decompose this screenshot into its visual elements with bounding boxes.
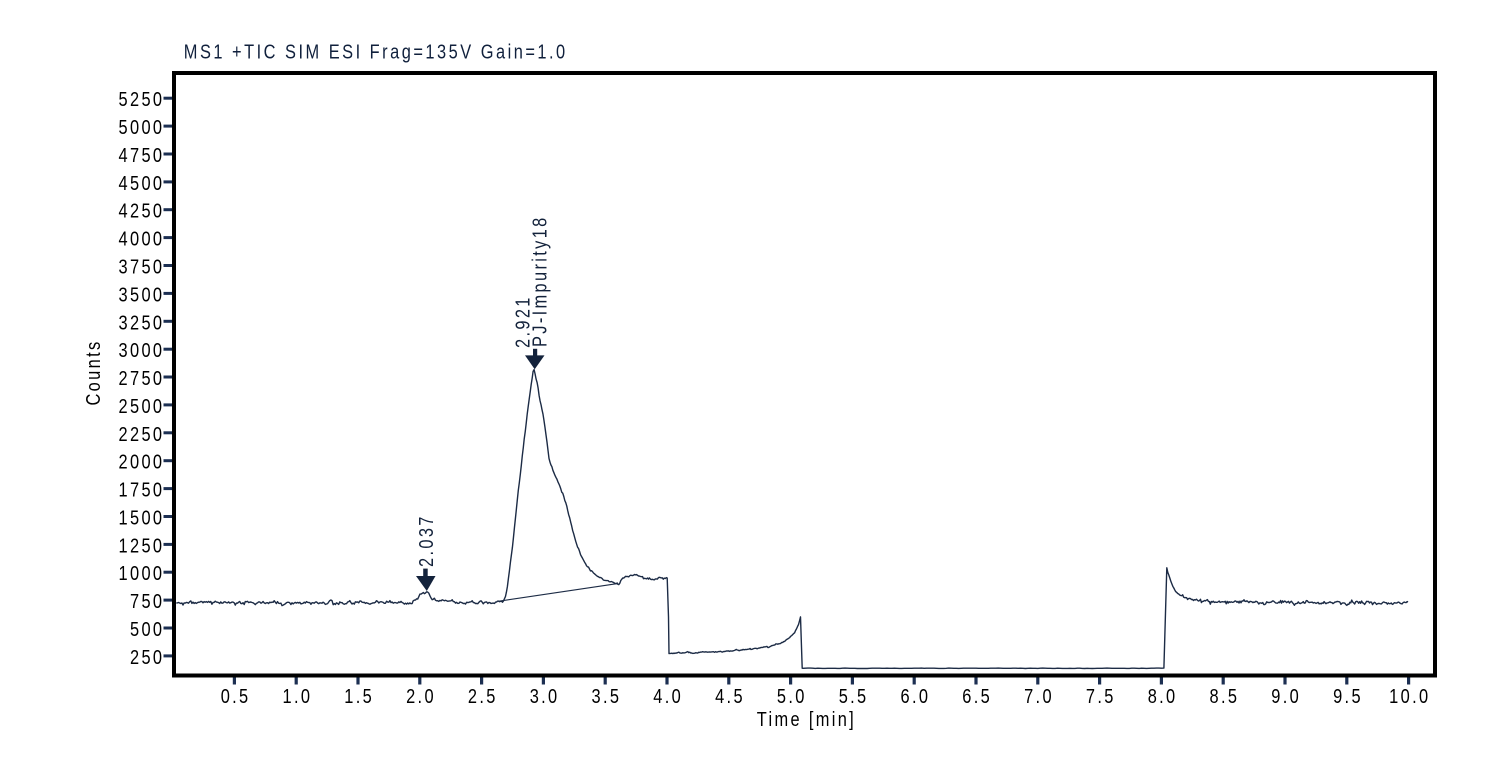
- svg-text:1250: 1250: [119, 534, 165, 557]
- svg-text:3.0: 3.0: [530, 684, 560, 707]
- svg-text:2750: 2750: [119, 366, 165, 389]
- svg-text:3000: 3000: [119, 339, 165, 362]
- svg-text:9.0: 9.0: [1271, 684, 1301, 707]
- svg-text:4250: 4250: [119, 199, 165, 222]
- svg-text:0.5: 0.5: [221, 684, 251, 707]
- svg-text:5000: 5000: [119, 116, 165, 139]
- svg-text:Counts: Counts: [81, 339, 104, 405]
- svg-text:2.037: 2.037: [414, 514, 437, 567]
- svg-text:2.5: 2.5: [468, 684, 498, 707]
- svg-text:2250: 2250: [119, 422, 165, 445]
- svg-text:750: 750: [130, 590, 164, 613]
- svg-text:500: 500: [130, 617, 164, 640]
- svg-text:3500: 3500: [119, 283, 165, 306]
- svg-text:7.5: 7.5: [1086, 684, 1116, 707]
- svg-text:2.921: 2.921: [511, 295, 534, 348]
- svg-text:1750: 1750: [119, 478, 165, 501]
- svg-text:PJ-Impurity18: PJ-Impurity18: [528, 215, 551, 347]
- svg-text:1000: 1000: [119, 562, 165, 585]
- svg-text:250: 250: [130, 645, 164, 668]
- svg-text:8.5: 8.5: [1209, 684, 1239, 707]
- svg-text:3.5: 3.5: [591, 684, 621, 707]
- svg-text:5.0: 5.0: [777, 684, 807, 707]
- svg-text:4.0: 4.0: [653, 684, 683, 707]
- svg-text:9.5: 9.5: [1333, 684, 1363, 707]
- svg-text:Time [min]: Time [min]: [757, 707, 856, 730]
- svg-text:3750: 3750: [119, 255, 165, 278]
- svg-text:4000: 4000: [119, 227, 165, 250]
- svg-text:4750: 4750: [119, 143, 165, 166]
- svg-text:1500: 1500: [119, 506, 165, 529]
- svg-text:10.0: 10.0: [1389, 684, 1430, 707]
- svg-text:4500: 4500: [119, 171, 165, 194]
- svg-text:5250: 5250: [119, 88, 165, 111]
- svg-text:2500: 2500: [119, 394, 165, 417]
- svg-text:2000: 2000: [119, 450, 165, 473]
- svg-text:6.0: 6.0: [900, 684, 930, 707]
- svg-text:MS1 +TIC SIM ESI Frag=135V Gai: MS1 +TIC SIM ESI Frag=135V Gain=1.0: [184, 40, 568, 63]
- svg-text:5.5: 5.5: [839, 684, 869, 707]
- svg-text:8.0: 8.0: [1148, 684, 1178, 707]
- svg-text:6.5: 6.5: [962, 684, 992, 707]
- svg-text:1.5: 1.5: [344, 684, 374, 707]
- svg-text:7.0: 7.0: [1024, 684, 1054, 707]
- svg-text:2.0: 2.0: [406, 684, 436, 707]
- svg-text:1.0: 1.0: [282, 684, 312, 707]
- svg-text:4.5: 4.5: [715, 684, 745, 707]
- svg-text:3250: 3250: [119, 311, 165, 334]
